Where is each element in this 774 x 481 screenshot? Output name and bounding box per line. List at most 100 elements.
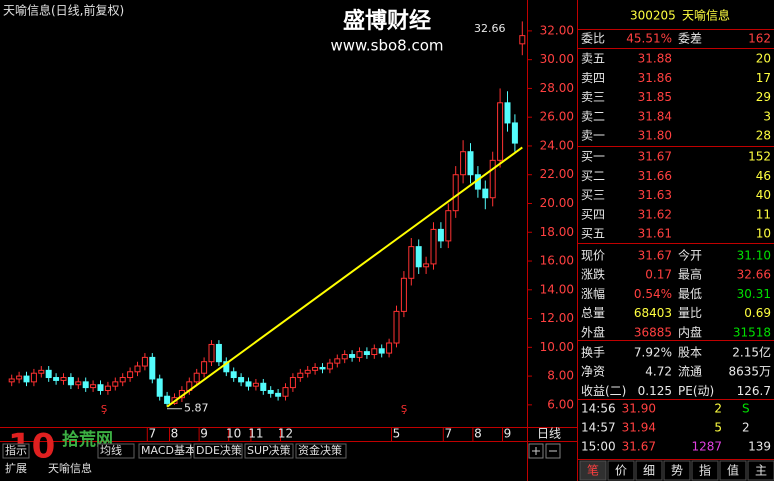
- panel-tab-label: 值: [727, 463, 739, 478]
- candle-body: [75, 381, 82, 386]
- candle-body: [245, 381, 252, 387]
- tick-volume: 1287: [691, 440, 722, 454]
- order-level: 卖一: [581, 129, 605, 143]
- candle-body: [30, 372, 37, 383]
- toolbar-tab[interactable]: [193, 443, 243, 459]
- stat-value: 7.92%: [634, 346, 672, 360]
- candle-body: [252, 382, 259, 387]
- order-level: 卖三: [581, 90, 605, 104]
- x-tick-label: 10: [226, 427, 241, 441]
- toolbar-tab[interactable]: [2, 443, 30, 459]
- panel-tab[interactable]: [663, 460, 691, 481]
- candle-body: [201, 361, 208, 374]
- field-label: 委比: [581, 32, 605, 46]
- toolbar-tab-label: SUP决策: [247, 443, 291, 457]
- stat-label: 净资: [581, 365, 605, 379]
- stat-label: 涨幅: [581, 286, 605, 301]
- stat-value: 68403: [634, 306, 672, 320]
- candle-body: [141, 356, 148, 367]
- candle-body: [67, 377, 74, 386]
- candle-body: [467, 151, 474, 176]
- y-tick-label: 30.00: [540, 52, 574, 66]
- candle-body: [445, 210, 452, 242]
- tick-volume: 2: [714, 402, 722, 416]
- candle-body: [489, 159, 496, 199]
- candle-body: [304, 369, 311, 374]
- order-level: 买三: [581, 188, 605, 202]
- tick-flag: 139: [748, 440, 771, 454]
- candle-body: [97, 384, 104, 391]
- zoom-out-button[interactable]: [545, 443, 561, 459]
- stat-value: 2.15亿: [732, 345, 771, 360]
- candle-body: [312, 366, 319, 371]
- order-level: 卖四: [581, 71, 605, 85]
- candle-body: [112, 381, 119, 387]
- stat-label: 总量: [581, 306, 605, 320]
- y-tick-label: 22.00: [540, 167, 574, 181]
- order-level: 买一: [581, 150, 605, 164]
- candle-body: [400, 277, 407, 312]
- stat-value: 32.66: [737, 268, 771, 282]
- candle-body: [511, 122, 518, 144]
- candle-body: [260, 382, 267, 391]
- candle-body: [127, 371, 134, 379]
- period-button[interactable]: 日线: [537, 427, 561, 441]
- panel-tab[interactable]: [607, 460, 635, 481]
- candle-body: [193, 372, 200, 383]
- tick-time: 14:57: [581, 421, 616, 435]
- candle-body: [460, 151, 467, 176]
- order-volume: 28: [756, 129, 771, 143]
- stat-value: 30.31: [737, 287, 771, 301]
- panel-tab[interactable]: [635, 460, 663, 481]
- candle-body: [53, 377, 60, 381]
- candle-body: [149, 356, 156, 380]
- candle-body: [82, 381, 89, 389]
- stat-label: 量比: [678, 306, 702, 320]
- stock-code: 300205: [630, 9, 676, 23]
- order-level: 买五: [581, 227, 605, 241]
- candle-body: [289, 377, 296, 389]
- candle-body: [356, 351, 363, 358]
- toolbar-tab-label: MACD基本: [141, 443, 196, 457]
- zoom-in-button[interactable]: [528, 443, 544, 459]
- field-value: 162: [748, 32, 771, 46]
- tick-time: 15:00: [581, 440, 616, 454]
- y-tick-label: 26.00: [540, 110, 574, 124]
- order-price: 31.84: [638, 109, 672, 123]
- tick-flag: 2: [742, 421, 750, 435]
- candle-body: [504, 102, 511, 124]
- panel-tab[interactable]: [719, 460, 747, 481]
- panel-tab[interactable]: [747, 460, 774, 481]
- y-tick-label: 6.00: [547, 397, 574, 411]
- order-price: 31.66: [638, 169, 672, 183]
- stat-label: 外盘: [581, 324, 605, 339]
- order-level: 卖二: [581, 109, 605, 123]
- candle-body: [415, 246, 422, 268]
- candle-body: [230, 371, 237, 379]
- candle-body: [16, 375, 23, 380]
- panel-tab[interactable]: [579, 460, 607, 481]
- watermark-url: www.sbo8.com: [330, 37, 443, 55]
- candle-body: [408, 246, 415, 279]
- x-tick-label: 8: [171, 427, 179, 441]
- stat-label: 换手: [581, 346, 605, 360]
- order-volume: 20: [756, 52, 771, 66]
- toolbar-tab[interactable]: [138, 443, 192, 459]
- stat-label: 流通: [678, 365, 702, 379]
- stat-value: 31.67: [638, 249, 672, 263]
- y-tick-label: 20.00: [540, 196, 574, 210]
- panel-tab-label: 指: [699, 463, 711, 478]
- stat-label: 现价: [581, 249, 605, 263]
- stat-label: 内盘: [678, 324, 702, 339]
- x-tick-label: 9: [200, 427, 208, 441]
- toolbar-tab[interactable]: [97, 443, 135, 459]
- toolbar-tab-label: 指示: [5, 443, 27, 457]
- candle-body: [60, 377, 67, 381]
- panel-tab[interactable]: [691, 460, 719, 481]
- toolbar-tab[interactable]: [295, 443, 347, 459]
- toolbar-tab[interactable]: [244, 443, 294, 459]
- candle-body: [90, 384, 97, 389]
- panel-tab-label: 价: [615, 464, 627, 478]
- candle-body: [393, 310, 400, 344]
